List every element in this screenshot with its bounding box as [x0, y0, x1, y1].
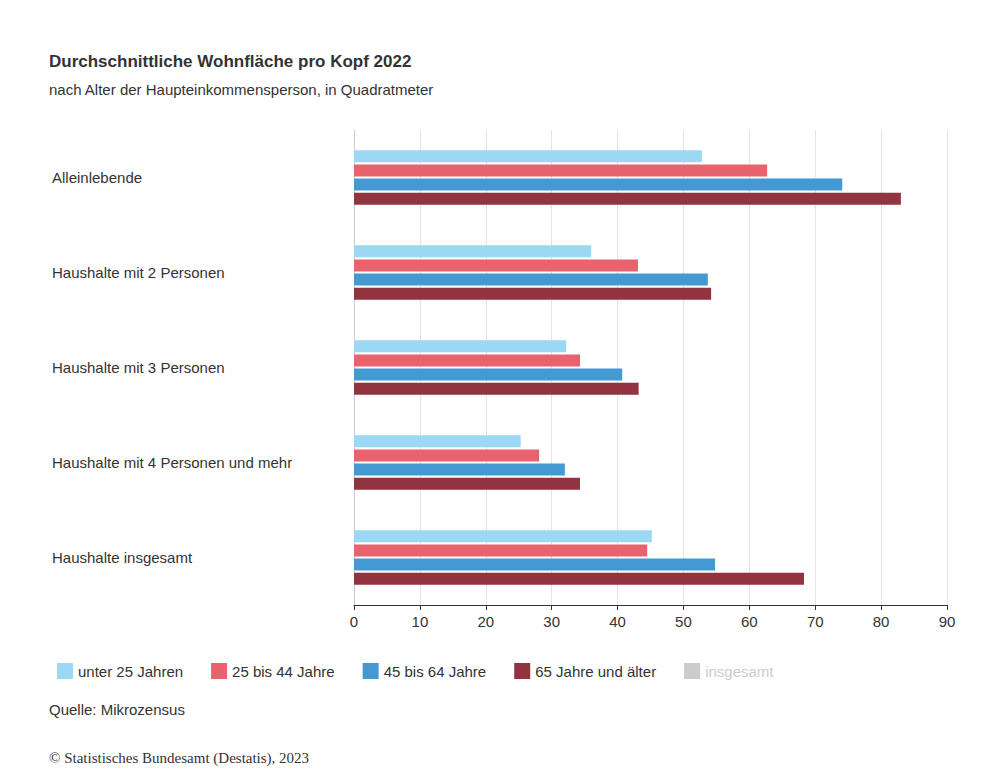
svg-text:nach Alter der Haupteinkommens: nach Alter der Haupteinkommensperson, in… [49, 81, 433, 98]
svg-text:© Statistisches Bundesamt (Des: © Statistisches Bundesamt (Destatis), 20… [49, 750, 309, 767]
svg-text:40: 40 [609, 613, 626, 630]
svg-text:80: 80 [873, 613, 890, 630]
svg-text:Alleinlebende: Alleinlebende [52, 169, 142, 186]
svg-text:20: 20 [477, 613, 494, 630]
svg-text:0: 0 [350, 613, 358, 630]
svg-text:30: 30 [543, 613, 560, 630]
svg-text:45 bis 64 Jahre: 45 bis 64 Jahre [384, 663, 487, 680]
svg-text:50: 50 [675, 613, 692, 630]
svg-text:Quelle: Mikrozensus: Quelle: Mikrozensus [49, 701, 185, 718]
svg-text:25 bis 44 Jahre: 25 bis 44 Jahre [232, 663, 335, 680]
svg-text:70: 70 [807, 613, 824, 630]
svg-text:insgesamt: insgesamt [705, 663, 774, 680]
svg-text:65 Jahre und älter: 65 Jahre und älter [535, 663, 656, 680]
svg-text:Haushalte mit 3 Personen: Haushalte mit 3 Personen [52, 359, 225, 376]
svg-text:Durchschnittliche Wohnfläche p: Durchschnittliche Wohnfläche pro Kopf 20… [49, 52, 411, 71]
svg-text:90: 90 [939, 613, 956, 630]
svg-text:10: 10 [412, 613, 429, 630]
svg-text:unter 25 Jahren: unter 25 Jahren [78, 663, 183, 680]
svg-text:Haushalte mit 4 Personen und m: Haushalte mit 4 Personen und mehr [52, 454, 292, 471]
svg-text:60: 60 [741, 613, 758, 630]
svg-text:Haushalte mit 2 Personen: Haushalte mit 2 Personen [52, 264, 225, 281]
svg-text:Haushalte insgesamt: Haushalte insgesamt [52, 549, 193, 566]
